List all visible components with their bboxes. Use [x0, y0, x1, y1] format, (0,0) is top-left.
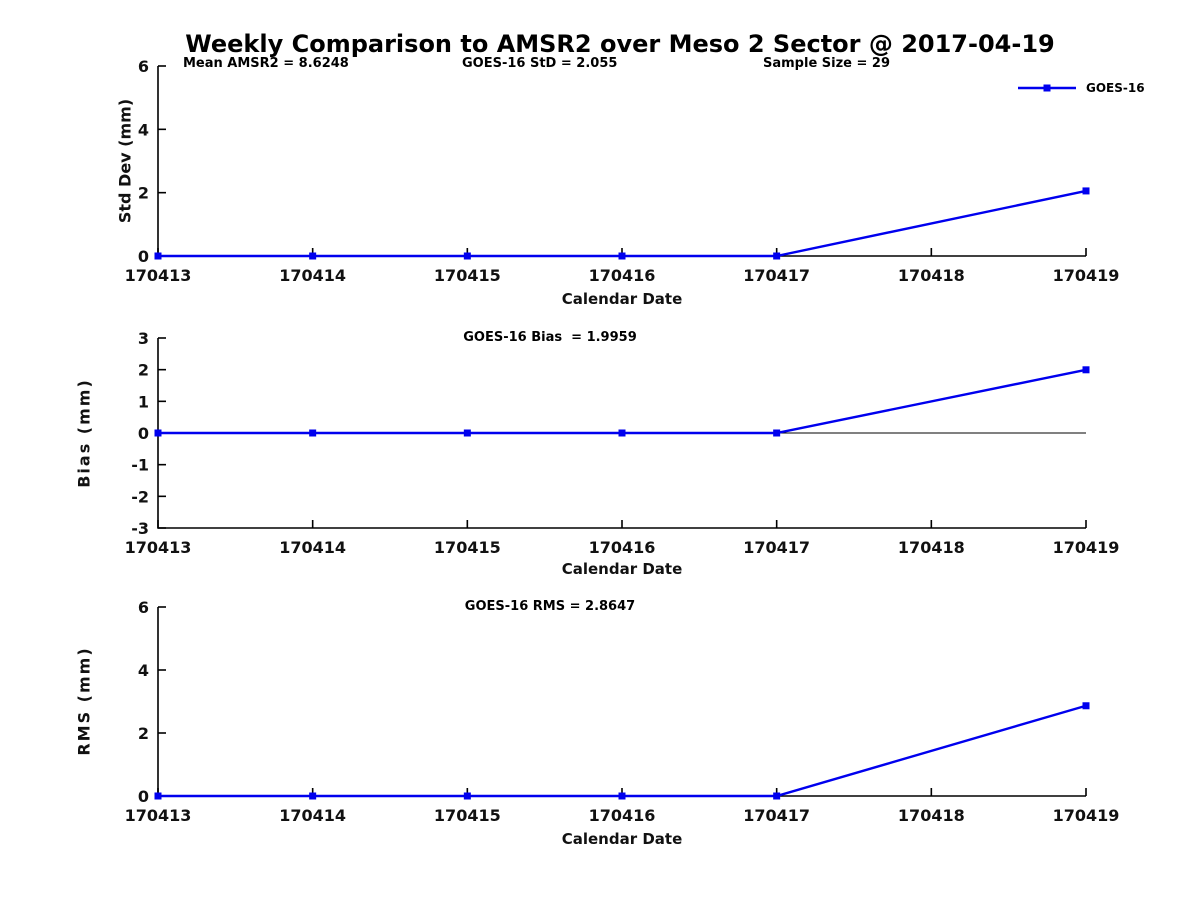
x-tick-label: 170414: [279, 806, 346, 825]
data-marker: [773, 792, 781, 800]
y-tick-label: 6: [138, 598, 149, 617]
data-marker: [154, 792, 162, 800]
y-tick-label: 4: [138, 661, 149, 680]
stddev-y-axis-label: Std Dev (mm): [115, 98, 135, 224]
data-marker: [154, 429, 162, 437]
data-marker: [309, 429, 317, 437]
x-tick-label: 170416: [589, 266, 656, 285]
data-marker: [309, 792, 317, 800]
legend-line-sample-icon: [1018, 84, 1076, 92]
y-tick-label: -1: [131, 456, 149, 475]
x-tick-label: 170417: [743, 266, 810, 285]
bias-y-axis-label: Bias (mm): [74, 378, 94, 488]
stat-sample-size: Sample Size = 29: [763, 56, 891, 71]
rms-x-axis-label: Calendar Date: [561, 830, 683, 848]
data-marker: [618, 252, 626, 260]
y-tick-label: 0: [138, 787, 149, 806]
y-tick-label: 4: [138, 120, 149, 139]
x-tick-label: 170414: [279, 266, 346, 285]
stat-mean-amsr2: Mean AMSR2 = 8.6248: [183, 56, 349, 71]
y-tick-label: -2: [131, 487, 149, 506]
data-marker: [773, 429, 781, 437]
x-tick-label: 170418: [898, 266, 965, 285]
y-tick-label: 0: [138, 247, 149, 266]
x-tick-label: 170419: [1053, 806, 1120, 825]
rms-subtitle: GOES-16 RMS = 2.8647: [464, 599, 636, 614]
rms-y-axis-label: RMS (mm): [74, 646, 94, 756]
data-marker: [463, 252, 471, 260]
subplot-std-dev: 0 2 4 6 170413 170414 170415 170416 170417 170418…: [125, 57, 1120, 285]
y-tick-label: 1: [138, 392, 149, 411]
data-marker: [1082, 187, 1090, 195]
y-tick-label: 2: [138, 361, 149, 380]
legend-label: GOES-16: [1086, 81, 1145, 95]
y-tick-label: 3: [138, 329, 149, 348]
y-tick-label: 0: [138, 424, 149, 443]
series-line-GOES-16: [158, 368, 1087, 435]
data-marker: [618, 792, 626, 800]
x-tick-label: 170414: [279, 538, 346, 557]
x-tick-label: 170413: [125, 806, 192, 825]
y-tick-label: 2: [138, 184, 149, 203]
x-tick-label: 170415: [434, 806, 501, 825]
series-line-GOES-16: [158, 189, 1087, 258]
x-tick-label: 170416: [589, 538, 656, 557]
series-line-GOES-16: [158, 704, 1087, 798]
data-marker: [1082, 702, 1090, 710]
stat-goes16-std: GOES-16 StD = 2.055: [462, 56, 618, 71]
y-tick-label: 6: [138, 57, 149, 76]
data-marker: [309, 252, 317, 260]
x-tick-label: 170419: [1053, 266, 1120, 285]
x-tick-label: 170415: [434, 266, 501, 285]
legend: GOES-16: [1017, 81, 1145, 95]
data-marker: [154, 252, 162, 260]
data-marker: [463, 792, 471, 800]
x-tick-label: 170418: [898, 538, 965, 557]
subplot-bias: -3 -2 -1 0 1 2 3 170413 170414 170415 170416 170417…: [125, 329, 1120, 557]
x-tick-label: 170418: [898, 806, 965, 825]
x-tick-label: 170417: [743, 538, 810, 557]
x-tick-label: 170413: [125, 266, 192, 285]
data-marker: [773, 252, 781, 260]
x-tick-label: 170416: [589, 806, 656, 825]
data-marker: [618, 429, 626, 437]
axes-frame: [157, 66, 1086, 257]
subplot-rms: 0 2 4 6 170413 170414 170415 170416 170417 170418…: [125, 598, 1120, 825]
axes-frame: [157, 607, 1086, 797]
x-tick-label: 170413: [125, 538, 192, 557]
x-tick-label: 170419: [1053, 538, 1120, 557]
data-marker: [1082, 366, 1090, 374]
data-marker: [463, 429, 471, 437]
figure-title: Weekly Comparison to AMSR2 over Meso 2 S…: [185, 30, 1055, 58]
y-tick-label: 2: [138, 724, 149, 743]
y-tick-label: -3: [131, 519, 149, 538]
x-tick-label: 170417: [743, 806, 810, 825]
bias-x-axis-label: Calendar Date: [561, 560, 683, 578]
stddev-x-axis-label: Calendar Date: [561, 290, 683, 308]
bias-subtitle: GOES-16 Bias = 1.9959: [463, 330, 637, 345]
x-tick-label: 170415: [434, 538, 501, 557]
